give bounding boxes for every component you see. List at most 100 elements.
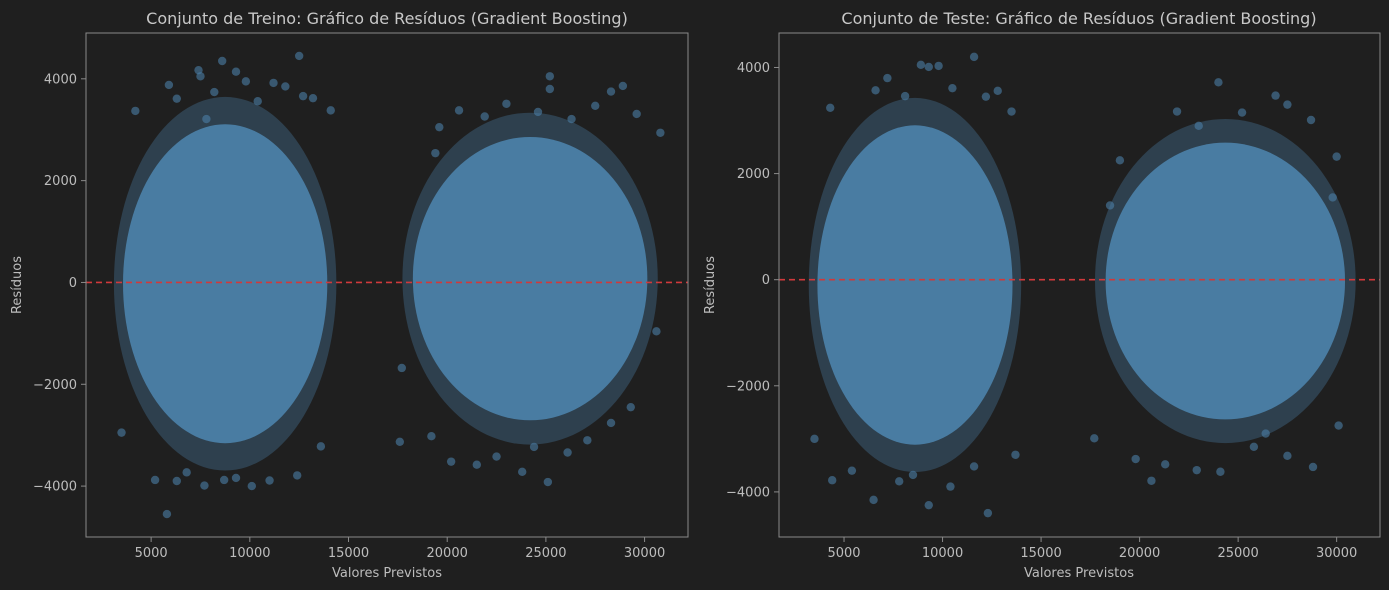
train-data-point [150, 475, 160, 485]
train-data-point [162, 509, 172, 519]
train-data-point [247, 481, 256, 491]
test-cluster-core-2 [1105, 142, 1346, 420]
train-x-tick-label: 30000 [624, 546, 665, 561]
train-data-point [281, 82, 290, 91]
train-data-point [472, 460, 482, 469]
train-data-point [395, 437, 405, 446]
test-data-point [969, 462, 979, 471]
train-x-tick-label: 15000 [328, 546, 369, 561]
train-y-tick-label: 4000 [44, 72, 77, 87]
train-data-point [200, 481, 209, 490]
train-y-tick-label: −4000 [33, 480, 77, 495]
test-y-tick-label: 2000 [737, 167, 770, 182]
train-data-point [454, 106, 464, 115]
test-data-point [1332, 152, 1341, 161]
train-data-point [182, 468, 191, 477]
train-data-point [563, 448, 572, 457]
train-data-point [397, 363, 407, 373]
train-data-point [196, 72, 205, 81]
test-y-tick-label: −4000 [726, 485, 770, 500]
train-y-axis: −4000 −2000 0 2000 4000 [33, 72, 86, 495]
test-cluster-core-1 [817, 125, 1013, 445]
train-data-point [308, 93, 318, 103]
train-point-clouds [113, 96, 658, 471]
test-point-clouds [808, 97, 1356, 473]
test-y-tick-label: −2000 [726, 379, 770, 394]
test-x-axis: 5000 10000 15000 20000 25000 30000 [827, 537, 1357, 561]
train-data-point [294, 51, 304, 61]
test-data-point [826, 103, 835, 113]
train-data-point [533, 107, 543, 117]
train-data-point [172, 94, 181, 103]
train-y-tick-label: −2000 [33, 378, 77, 393]
train-data-point [117, 428, 126, 437]
test-data-point [1306, 115, 1316, 125]
train-data-point [591, 101, 600, 111]
train-data-point [656, 128, 665, 137]
test-data-point [847, 466, 857, 475]
train-data-point [492, 452, 501, 461]
train-data-point [480, 112, 489, 121]
train-data-point [502, 99, 511, 108]
test-data-point [908, 470, 918, 480]
test-chart-title: Conjunto de Teste: Gráfico de Resíduos (… [841, 9, 1316, 28]
train-x-tick-label: 20000 [427, 546, 468, 561]
train-data-point [545, 84, 555, 94]
test-data-point [1172, 107, 1182, 116]
test-data-point [900, 91, 910, 101]
train-y-tick-label: 2000 [44, 174, 77, 189]
test-data-point [924, 62, 933, 72]
train-cluster-core-1 [123, 124, 328, 444]
train-data-point [326, 106, 335, 115]
train-x-axis: 5000 10000 15000 20000 25000 30000 [135, 537, 665, 561]
test-data-point [1214, 78, 1223, 87]
train-data-point [632, 109, 641, 119]
train-x-tick-label: 5000 [135, 546, 168, 561]
test-data-point [1328, 193, 1337, 202]
test-residual-plot: 5000 10000 15000 20000 25000 30000 −4000−2000… [703, 9, 1381, 581]
train-data-point [606, 418, 616, 428]
train-data-point [545, 72, 555, 81]
test-data-point [981, 92, 991, 101]
train-data-point [210, 87, 219, 97]
train-data-point [626, 402, 635, 412]
train-data-point [231, 473, 241, 483]
train-x-tick-label: 25000 [525, 546, 566, 561]
train-data-point [435, 122, 444, 132]
test-data-point [828, 476, 837, 485]
test-data-point [1237, 108, 1247, 117]
train-data-point [298, 91, 308, 101]
test-data-point [993, 86, 1002, 96]
test-outlier-points [810, 52, 1343, 518]
test-data-point [1308, 462, 1318, 472]
train-y-axis-label: Resíduos [10, 256, 25, 314]
train-data-point [202, 114, 211, 124]
test-x-tick-label: 20000 [1119, 546, 1160, 561]
train-data-point [217, 56, 227, 66]
train-data-point [231, 67, 241, 76]
train-data-point [518, 467, 527, 477]
train-data-point [241, 77, 251, 86]
train-data-point [583, 436, 592, 445]
test-x-tick-label: 25000 [1217, 546, 1258, 561]
test-data-point [1271, 91, 1280, 100]
train-data-point [269, 78, 278, 88]
test-x-tick-label: 15000 [1020, 546, 1061, 561]
test-data-point [871, 86, 880, 95]
test-data-point [924, 500, 933, 510]
test-data-point [1161, 460, 1170, 469]
train-data-point [431, 148, 440, 158]
test-data-point [895, 477, 904, 486]
train-data-point [172, 476, 181, 486]
train-y-tick-label: 0 [69, 276, 77, 291]
train-x-tick-label: 10000 [229, 546, 270, 561]
test-data-point [1147, 476, 1156, 485]
test-data-point [948, 83, 957, 93]
train-data-point [164, 80, 174, 90]
train-outlier-points [117, 51, 665, 519]
train-data-point [131, 106, 140, 116]
test-data-point [1283, 451, 1292, 461]
train-cluster-core-2 [412, 136, 648, 421]
test-data-point [934, 61, 943, 71]
